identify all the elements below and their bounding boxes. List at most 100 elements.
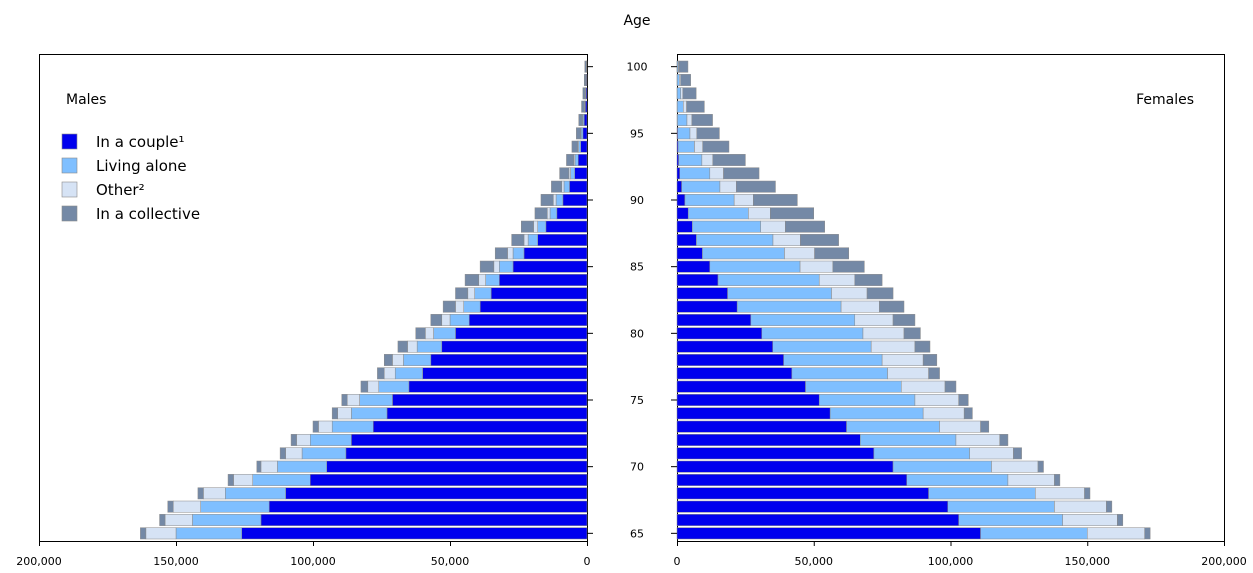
male-bar-other-age-82 xyxy=(455,300,464,313)
female-bar-in-a-collective-age-71 xyxy=(1013,447,1022,460)
female-bar-in-a-couple-age-87 xyxy=(676,234,697,246)
male-bar-in-a-couple-age-97 xyxy=(585,100,588,113)
females-panel: Females 0 50,000 100,000 150,000 200,000 xyxy=(674,54,1247,568)
male-bar-other-age-68 xyxy=(203,487,226,500)
age-tick-label-95: 95 xyxy=(630,127,644,140)
female-bar-other-age-75 xyxy=(914,394,959,406)
male-bar-in-a-collective-age-89 xyxy=(534,207,548,220)
male-bar-other-age-70 xyxy=(260,460,278,473)
age-tick-label-65: 65 xyxy=(630,527,644,540)
female-bar-living-alone-age-85 xyxy=(709,260,801,273)
male-bar-in-a-collective-age-65 xyxy=(140,527,147,540)
female-bar-in-a-couple-age-68 xyxy=(676,487,929,500)
male-bar-living-alone-age-82 xyxy=(463,300,481,313)
legend-label-1: Living alone xyxy=(96,157,187,175)
female-bar-living-alone-age-92 xyxy=(679,167,711,180)
female-bar-living-alone-age-76 xyxy=(805,380,902,393)
female-bar-other-age-67 xyxy=(1054,500,1107,513)
female-bar-other-age-66 xyxy=(1062,514,1118,526)
female-bar-in-a-collective-age-76 xyxy=(944,380,957,393)
male-bar-in-a-collective-age-87 xyxy=(511,234,525,246)
male-bar-in-a-couple-age-74 xyxy=(386,407,588,420)
female-bar-other-age-89 xyxy=(748,207,771,220)
female-bar-in-a-collective-age-67 xyxy=(1106,500,1113,513)
female-bar-other-age-74 xyxy=(922,407,965,420)
female-bar-in-a-collective-age-70 xyxy=(1037,460,1044,473)
male-bar-other-age-79 xyxy=(407,340,418,353)
female-bar-in-a-collective-age-68 xyxy=(1084,487,1091,500)
legend-label-2: Other² xyxy=(96,181,145,199)
female-bar-other-age-98 xyxy=(680,87,684,100)
male-bar-in-a-collective-age-72 xyxy=(290,434,297,446)
females-bars xyxy=(676,60,1151,540)
female-bar-in-a-couple-age-72 xyxy=(676,434,861,446)
female-bar-in-a-collective-age-99 xyxy=(680,74,691,86)
female-bar-living-alone-age-99 xyxy=(676,74,680,86)
female-bar-in-a-collective-age-85 xyxy=(832,260,865,273)
female-bar-in-a-collective-age-91 xyxy=(736,180,776,193)
male-bar-in-a-couple-age-72 xyxy=(351,434,588,446)
legend-label-0: In a couple¹ xyxy=(96,133,185,151)
female-bar-other-age-93 xyxy=(701,154,714,166)
female-bar-living-alone-age-71 xyxy=(873,447,970,460)
male-bar-living-alone-age-78 xyxy=(403,354,432,366)
female-bar-other-age-90 xyxy=(733,194,754,206)
male-bar-in-a-couple-age-89 xyxy=(556,207,588,220)
female-bar-other-age-68 xyxy=(1035,487,1085,500)
male-bar-in-a-collective-age-70 xyxy=(256,460,262,473)
male-bar-other-age-75 xyxy=(347,394,360,406)
female-bar-other-age-70 xyxy=(991,460,1039,473)
female-bar-living-alone-age-75 xyxy=(818,394,916,406)
female-bar-in-a-couple-age-92 xyxy=(676,167,680,180)
male-bar-in-a-collective-age-68 xyxy=(197,487,204,500)
male-bar-other-age-76 xyxy=(367,380,380,393)
male-bar-in-a-couple-age-76 xyxy=(408,380,588,393)
male-bar-other-age-71 xyxy=(285,447,303,460)
males-panel-title: Males xyxy=(66,92,106,108)
female-bar-living-alone-age-65 xyxy=(980,527,1088,540)
male-bar-in-a-couple-age-95 xyxy=(582,127,588,140)
male-bar-living-alone-age-75 xyxy=(359,394,393,406)
male-bar-in-a-collective-age-71 xyxy=(279,447,286,460)
female-bar-in-a-collective-age-87 xyxy=(800,234,839,246)
female-bar-in-a-couple-age-71 xyxy=(676,447,875,460)
male-bar-in-a-couple-age-68 xyxy=(285,487,588,500)
female-bar-living-alone-age-97 xyxy=(677,100,684,113)
males-x-tick-label-2: 100,000 xyxy=(290,555,336,568)
female-bar-living-alone-age-87 xyxy=(696,234,774,246)
legend-swatch-3 xyxy=(61,205,78,222)
female-bar-in-a-couple-age-75 xyxy=(676,394,820,406)
male-bar-in-a-collective-age-92 xyxy=(559,167,570,180)
male-bar-in-a-collective-age-85 xyxy=(479,260,495,273)
female-bar-in-a-couple-age-77 xyxy=(676,367,793,380)
female-bar-other-age-77 xyxy=(887,367,929,380)
age-tick-label-75: 75 xyxy=(630,394,644,407)
male-bar-living-alone-age-73 xyxy=(331,420,374,433)
male-bar-living-alone-age-92 xyxy=(570,167,575,180)
male-bar-living-alone-age-76 xyxy=(378,380,410,393)
female-bar-in-a-collective-age-82 xyxy=(879,300,905,313)
male-bar-in-a-collective-age-76 xyxy=(360,380,369,393)
male-bar-in-a-collective-age-67 xyxy=(167,500,174,513)
female-bar-in-a-couple-age-76 xyxy=(676,380,806,393)
males-x-tick-label-1: 50,000 xyxy=(431,555,470,568)
female-bar-other-age-82 xyxy=(840,300,880,313)
male-bar-in-a-collective-age-74 xyxy=(331,407,338,420)
female-bar-in-a-collective-age-77 xyxy=(928,367,940,380)
age-tick-label-100: 100 xyxy=(627,61,648,74)
males-x-tick-label-3: 150,000 xyxy=(153,555,199,568)
male-bar-in-a-couple-age-86 xyxy=(523,247,588,260)
female-bar-in-a-collective-age-89 xyxy=(770,207,815,220)
female-bar-in-a-collective-age-81 xyxy=(892,314,916,326)
female-bar-in-a-collective-age-88 xyxy=(785,220,825,233)
female-bar-other-age-73 xyxy=(939,420,981,433)
male-bar-in-a-collective-age-98 xyxy=(582,87,586,100)
female-bar-in-a-collective-age-83 xyxy=(866,287,894,300)
female-bar-other-age-86 xyxy=(784,247,815,260)
male-bar-in-a-collective-age-77 xyxy=(377,367,385,380)
male-bar-other-age-66 xyxy=(164,514,193,526)
male-bar-living-alone-age-77 xyxy=(394,367,423,380)
female-bar-living-alone-age-83 xyxy=(727,287,832,300)
male-bar-other-age-65 xyxy=(145,527,177,540)
age-axis: Age 65 70 75 80 85 90 95 100 xyxy=(587,13,677,540)
